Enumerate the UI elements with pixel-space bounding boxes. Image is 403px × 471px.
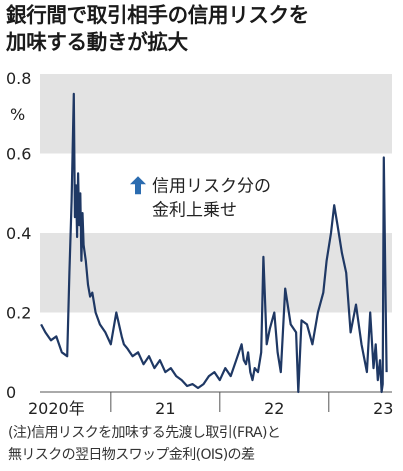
title-line-1: 銀行間で取引相手の信用リスクを [6, 3, 309, 27]
shaded-band [40, 233, 392, 313]
y-tick-label: 0.2 [6, 304, 31, 323]
footnote-line-1: (注)信用リスクを加味する先渡し取引(FRA)と [8, 425, 281, 441]
y-tick-label: 0.4 [6, 224, 31, 243]
annotation-text: 信用リスク分の [152, 176, 271, 196]
x-tick-label: 2020年 [28, 399, 85, 418]
series-line [40, 92, 388, 394]
chart-title: 銀行間で取引相手の信用リスクを 加味する動きが拡大 [6, 2, 309, 56]
y-tick-label: 0.6 [6, 145, 31, 164]
x-tick-label: 21 [155, 399, 175, 418]
footnote-line-2: 無リスクの翌日物スワップ金利(OIS)の差 [8, 447, 255, 463]
title-line-2: 加味する動きが拡大 [6, 30, 188, 54]
chart-footnote: (注)信用リスクを加味する先渡し取引(FRA)と 無リスクの翌日物スワップ金利(… [8, 422, 281, 466]
annotation-text: 金利上乗せ [152, 200, 237, 220]
y-tick-label: 0.8 [6, 69, 31, 88]
y-tick-label: 0 [6, 383, 16, 402]
x-tick-label: 23 [373, 399, 393, 418]
shaded-band [40, 74, 392, 154]
x-tick-label: 22 [264, 399, 284, 418]
y-axis-unit: % [10, 105, 25, 124]
up-arrow-icon [130, 176, 146, 195]
